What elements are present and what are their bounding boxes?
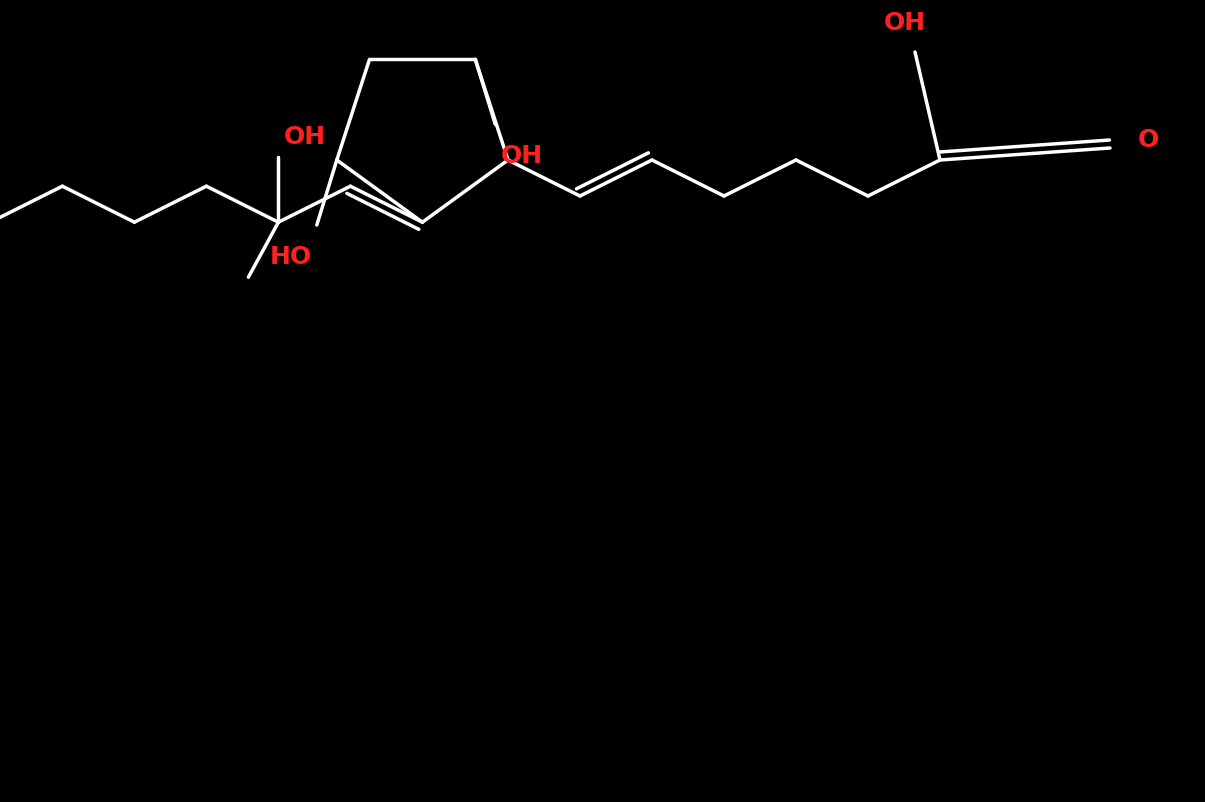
Text: OH: OH: [500, 144, 542, 168]
Text: OH: OH: [283, 125, 325, 149]
Text: OH: OH: [884, 11, 927, 35]
Text: HO: HO: [270, 245, 312, 269]
Text: O: O: [1138, 128, 1159, 152]
